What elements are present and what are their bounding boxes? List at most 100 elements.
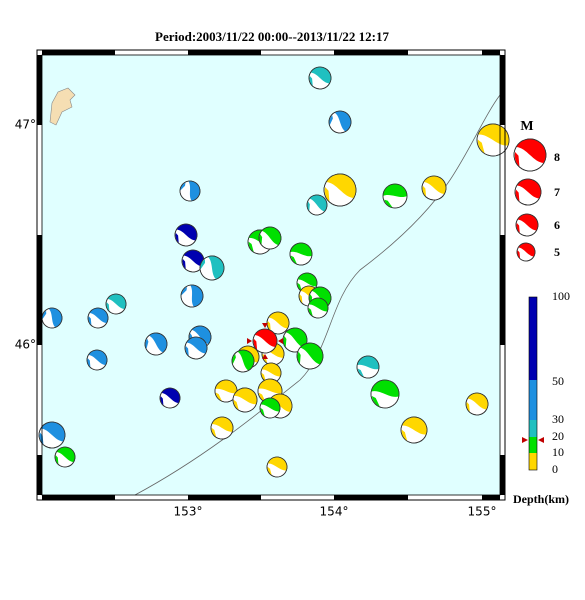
ball-fill [48,308,62,328]
frame-segment [37,235,42,345]
focal-mechanism [323,173,357,207]
map-frame [36,49,506,501]
ball-border [86,349,108,371]
focal-mechanisms [38,66,510,478]
focal-mechanism [41,307,63,329]
focal-mechanism [308,66,332,90]
ball-fill [518,243,535,257]
focal-mechanism [306,194,328,216]
ball-fill [42,310,47,320]
focal-mechanism [86,349,108,371]
ball-fill [285,328,307,348]
ball-fill [89,308,108,323]
ball-border [308,66,332,90]
focal-mechanism [231,349,255,373]
ball-border [266,456,288,478]
epicenter-marker [262,323,268,328]
ball-fill [308,298,328,312]
ball-fill [40,422,65,442]
ball-fill [517,214,538,231]
ball-fill [300,343,323,365]
ball-fill [308,307,313,317]
ball-border [296,342,324,370]
focal-mechanism [516,242,536,262]
ball-fill [200,259,206,270]
ball-fill [88,316,92,326]
ball-border [465,392,489,416]
ball-fill [290,255,297,265]
ball-fill [466,401,470,413]
ball-border [306,194,328,216]
ball-fill [401,417,427,435]
ball-fill [467,393,488,410]
epicenter-marker [278,338,283,344]
focal-mechanism [370,379,400,409]
ball-border [38,421,66,449]
ball-border [232,387,258,413]
ball-fill [161,388,180,403]
ball-fill [371,395,380,407]
ball-fill [215,392,222,402]
ball-fill [268,312,289,329]
frame-segment [500,55,505,125]
ball-fill [215,380,237,394]
lon-label: 153° [174,505,203,519]
ball-fill [106,302,110,312]
ball-fill [107,294,126,309]
title: Period:2003/11/22 00:00--2013/11/22 12:1… [155,29,389,44]
focal-mechanism [210,416,234,440]
focal-mechanism [260,362,282,384]
frame-segment [500,235,505,345]
ball-border [515,213,539,237]
frame-segment [188,50,261,55]
focal-mechanism [476,123,510,157]
ball-fill [384,199,393,208]
ball-fill [329,115,333,126]
ball-fill [311,287,331,306]
ball-border [289,242,313,266]
focal-mechanism [400,416,428,444]
ball-fill [87,358,91,368]
focal-mechanism [514,178,542,206]
ball-fill [422,185,427,197]
focal-mechanism [179,180,201,202]
ball-fill [190,285,203,307]
lon-label: 154° [320,505,349,519]
ball-fill [267,466,272,476]
ball-border [144,332,168,356]
focal-mechanism [144,332,168,356]
ball-fill [297,273,317,287]
ball-fill [181,286,188,296]
ball-border [400,416,428,444]
ball-border [356,355,380,379]
focal-mechanism [174,223,198,247]
focal-mechanism [184,336,208,360]
ball-fill [253,338,258,350]
trench-line [134,94,501,496]
ball-fill [267,457,287,471]
focal-mechanism [356,355,380,379]
focal-mechanism [214,379,238,403]
ball-fill [326,174,356,198]
ball-border [180,284,204,308]
focal-mechanism [180,284,204,308]
ball-fill [182,258,186,270]
ball-fill [211,417,233,432]
ball-fill [160,396,164,406]
ball-fill [297,282,302,292]
ball-fill [401,429,408,441]
depth-label: 100 [552,289,570,303]
magnitude-title: M [520,119,533,134]
ball-fill [477,124,509,146]
frame-segment [37,55,42,125]
ball-border [179,180,201,202]
ball-fill [299,294,303,304]
ball-fill [324,186,330,202]
ball-fill [183,250,204,267]
ball-fill [515,189,520,202]
focal-mechanism [199,255,225,281]
ball-border [307,297,329,319]
ball-fill [248,241,254,253]
ball-border [199,255,225,281]
